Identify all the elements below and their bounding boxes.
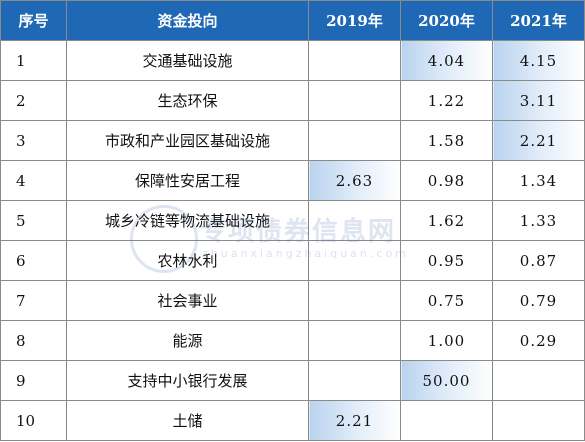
cell-2021: 0.87	[492, 240, 585, 281]
cell-2020: 50.00	[400, 360, 493, 401]
table-row: 10 土储 2.21	[0, 400, 585, 441]
row-index: 4	[0, 160, 67, 201]
cell-2021: 3.11	[492, 80, 585, 121]
cell-2019	[308, 360, 401, 401]
cell-2021: 1.33	[492, 200, 585, 241]
header-2020: 2020年	[400, 0, 493, 41]
cell-2020: 1.22	[400, 80, 493, 121]
row-fund-use: 城乡冷链等物流基础设施	[66, 200, 309, 241]
row-index: 9	[0, 360, 67, 401]
row-fund-use: 支持中小银行发展	[66, 360, 309, 401]
row-fund-use: 土储	[66, 400, 309, 441]
cell-2021: 1.34	[492, 160, 585, 201]
cell-2020: 1.62	[400, 200, 493, 241]
row-index: 8	[0, 320, 67, 361]
cell-2021	[492, 360, 585, 401]
row-fund-use: 能源	[66, 320, 309, 361]
cell-2019	[308, 40, 401, 81]
table-row: 1 交通基础设施 4.04 4.15	[0, 40, 585, 81]
table-row: 9 支持中小银行发展 50.00	[0, 360, 585, 401]
row-index: 1	[0, 40, 67, 81]
cell-2020: 1.58	[400, 120, 493, 161]
header-row: 序号 资金投向 2019年 2020年 2021年	[0, 0, 585, 41]
cell-2019	[308, 240, 401, 281]
cell-2020	[400, 400, 493, 441]
row-fund-use: 生态环保	[66, 80, 309, 121]
table-row: 7 社会事业 0.75 0.79	[0, 280, 585, 321]
table-row: 3 市政和产业园区基础设施 1.58 2.21	[0, 120, 585, 161]
cell-2019	[308, 120, 401, 161]
row-fund-use: 社会事业	[66, 280, 309, 321]
cell-2020: 0.95	[400, 240, 493, 281]
row-fund-use: 保障性安居工程	[66, 160, 309, 201]
row-index: 3	[0, 120, 67, 161]
row-fund-use: 市政和产业园区基础设施	[66, 120, 309, 161]
cell-2021: 0.29	[492, 320, 585, 361]
table-row: 5 城乡冷链等物流基础设施 1.62 1.33	[0, 200, 585, 241]
header-index: 序号	[0, 0, 67, 41]
cell-2020: 0.75	[400, 280, 493, 321]
cell-2021: 4.15	[492, 40, 585, 81]
cell-2021: 2.21	[492, 120, 585, 161]
row-index: 10	[0, 400, 67, 441]
header-2019: 2019年	[308, 0, 401, 41]
row-fund-use: 交通基础设施	[66, 40, 309, 81]
cell-2019	[308, 200, 401, 241]
cell-2020: 1.00	[400, 320, 493, 361]
cell-2019	[308, 320, 401, 361]
header-fund-use: 资金投向	[66, 0, 309, 41]
cell-2020: 0.98	[400, 160, 493, 201]
table-row: 8 能源 1.00 0.29	[0, 320, 585, 361]
cell-2019	[308, 80, 401, 121]
cell-2020: 4.04	[400, 40, 493, 81]
row-index: 2	[0, 80, 67, 121]
table-row: 4 保障性安居工程 2.63 0.98 1.34	[0, 160, 585, 201]
cell-2019: 2.21	[308, 400, 401, 441]
cell-2019: 2.63	[308, 160, 401, 201]
cell-2021	[492, 400, 585, 441]
cell-2021: 0.79	[492, 280, 585, 321]
row-index: 7	[0, 280, 67, 321]
header-2021: 2021年	[492, 0, 585, 41]
row-index: 5	[0, 200, 67, 241]
table-row: 6 农林水利 0.95 0.87	[0, 240, 585, 281]
row-fund-use: 农林水利	[66, 240, 309, 281]
table-row: 2 生态环保 1.22 3.11	[0, 80, 585, 121]
cell-2019	[308, 280, 401, 321]
row-index: 6	[0, 240, 67, 281]
